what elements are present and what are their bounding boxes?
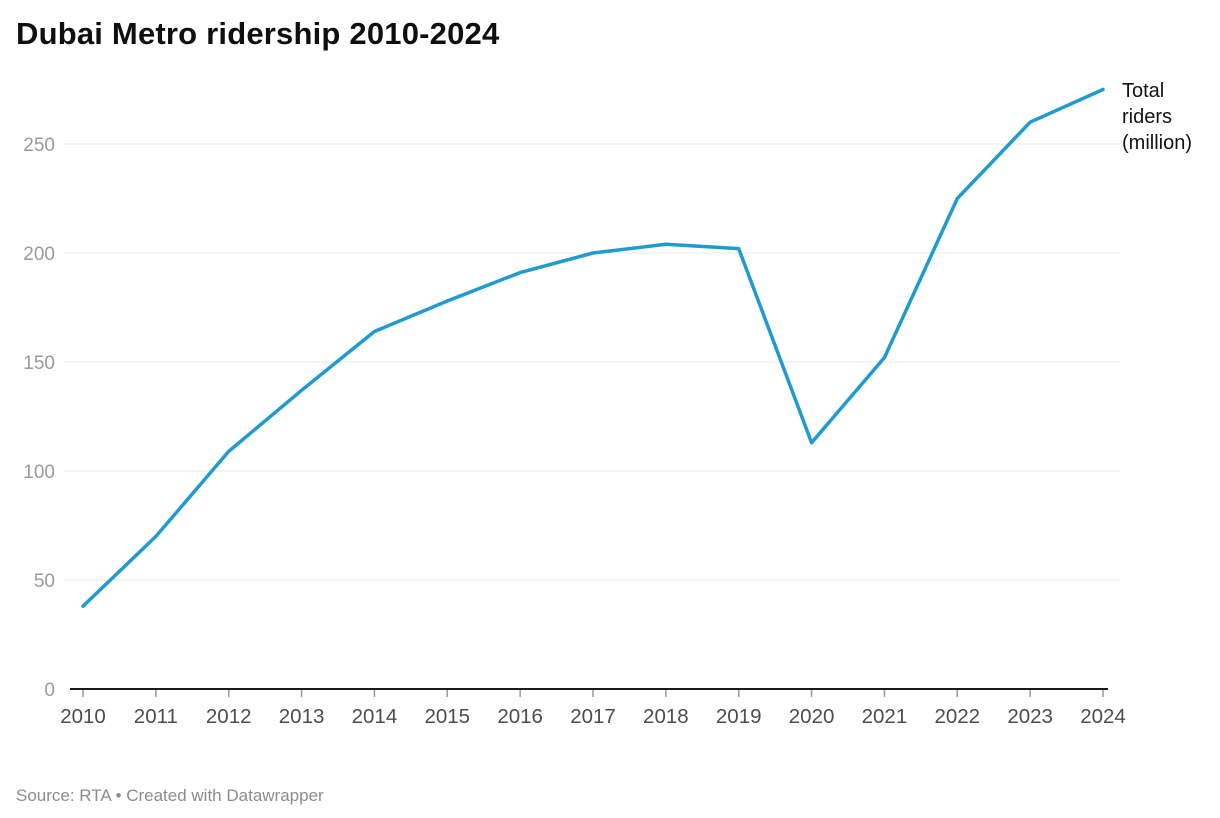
y-tick-label: 150 <box>23 353 55 374</box>
y-tick-label: 50 <box>34 571 55 592</box>
y-tick-label: 250 <box>23 135 55 156</box>
source-attribution: Source: RTA • Created with Datawrapper <box>16 786 324 805</box>
series-end-label: Total riders (million) <box>1122 80 1192 154</box>
chart-title: Dubai Metro ridership 2010-2024 <box>16 16 500 51</box>
x-tick-label: 2014 <box>352 705 398 728</box>
x-tick-label: 2018 <box>643 705 689 728</box>
x-tick-label: 2019 <box>716 705 762 728</box>
y-tick-label: 100 <box>23 462 55 483</box>
x-tick-label: 2023 <box>1007 705 1053 728</box>
x-tick-label: 2021 <box>862 705 908 728</box>
x-tick-label: 2012 <box>206 705 252 728</box>
x-tick-label: 2017 <box>570 705 616 728</box>
y-tick-label: 200 <box>23 244 55 265</box>
x-tick-label: 2013 <box>279 705 325 728</box>
x-tick-label: 2015 <box>424 705 470 728</box>
x-tick-label: 2024 <box>1080 705 1126 728</box>
data-line <box>81 87 1105 608</box>
x-tick-label: 2020 <box>789 705 835 728</box>
x-tick-label: 2010 <box>60 705 106 728</box>
x-tick-label: 2011 <box>134 705 178 728</box>
x-tick-label: 2016 <box>497 705 543 728</box>
y-tick-label: 0 <box>44 680 55 701</box>
line-chart: 0 50 100 150 200 250 2010 2011 2012 2013 2014 2015 2… <box>23 87 1126 728</box>
x-tick-label: 2022 <box>934 705 980 728</box>
